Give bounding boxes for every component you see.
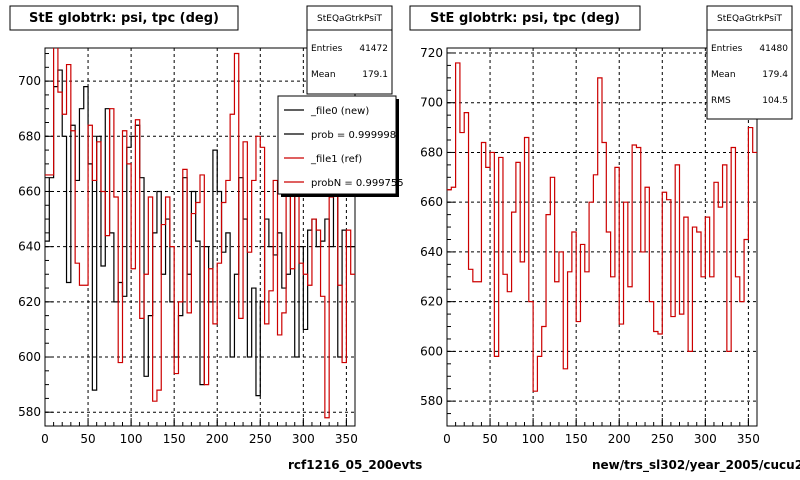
chart-panel-1: 0 50 100 150 200 250 300 350 580 600 620 640 660 680 7… [9, 5, 422, 473]
y-tick-label: 620 [18, 295, 41, 309]
x-tick-label: 100 [120, 432, 143, 446]
stats-box [306, 5, 393, 95]
x-tick-label: 350 [335, 432, 358, 446]
x-tick-label: 200 [608, 432, 631, 446]
x-tick-label: 150 [163, 432, 186, 446]
legend-label: _file0 (new) [310, 106, 369, 117]
title-box [9, 5, 239, 31]
x-tick-label: 300 [694, 432, 717, 446]
chart-title: StE globtrk: psi, tpc (deg) [29, 11, 219, 26]
x-tick-label: 0 [443, 432, 451, 446]
legend-label: probN = 0.999755 [311, 178, 404, 189]
x-tick-label: 200 [206, 432, 229, 446]
stats-label: RMS [711, 96, 731, 106]
stats-name: StEQaGtrkPsiT [717, 14, 782, 24]
y-tick-label: 640 [18, 240, 41, 254]
x-tick-label: 50 [482, 432, 497, 446]
x-tick-label: 300 [292, 432, 315, 446]
stats-box [706, 5, 793, 120]
stats-value: 179.1 [362, 70, 388, 80]
y-tick-label: 600 [18, 350, 41, 364]
chart-panel-2: 0 50 100 150 200 250 300 350 580 600 620 640 660 680 7… [409, 5, 800, 473]
y-tick-label: 660 [420, 195, 443, 209]
series-line-1 [45, 69, 355, 397]
chart-title: StE globtrk: psi, tpc (deg) [430, 11, 620, 26]
stats-label: Entries [711, 44, 743, 54]
stats-value: 41480 [759, 44, 788, 54]
stats-label: Entries [311, 44, 343, 54]
x-tick-label: 0 [41, 432, 49, 446]
stats-value: 41472 [359, 44, 388, 54]
x-tick-label: 50 [80, 432, 95, 446]
x-tick-label: 100 [522, 432, 545, 446]
y-tick-label: 660 [18, 184, 41, 198]
stats-label: Mean [711, 70, 736, 80]
x-axis-label: rcf1216_05_200evts [288, 458, 422, 473]
x-axis-label: new/trs_sl302/year_2005/cucu200_minbias/ [592, 458, 800, 473]
legend-box [277, 95, 397, 195]
x-tick-label: 150 [565, 432, 588, 446]
x-tick-label: 250 [249, 432, 272, 446]
y-tick-label: 680 [420, 145, 443, 159]
y-tick-label: 600 [420, 344, 443, 358]
stats-value: 179.4 [762, 70, 788, 80]
y-tick-label: 700 [420, 96, 443, 110]
legend-label: _file1 (ref) [310, 154, 362, 165]
y-tick-label: 640 [420, 245, 443, 259]
legend-label: prob = 0.999998 [311, 130, 396, 141]
stats-value: 104.5 [762, 96, 788, 106]
series-line-2 [45, 48, 355, 419]
y-tick-label: 620 [420, 295, 443, 309]
stats-label: Mean [311, 70, 336, 80]
x-tick-label: 250 [651, 432, 674, 446]
y-tick-label: 680 [18, 129, 41, 143]
y-tick-label: 700 [18, 74, 41, 88]
title-box [409, 5, 641, 31]
y-tick-label: 580 [18, 405, 41, 419]
x-tick-label: 350 [737, 432, 760, 446]
series-line-1 [447, 62, 757, 392]
stats-name: StEQaGtrkPsiT [317, 14, 382, 24]
y-tick-label: 720 [420, 46, 443, 60]
y-tick-label: 580 [420, 394, 443, 408]
